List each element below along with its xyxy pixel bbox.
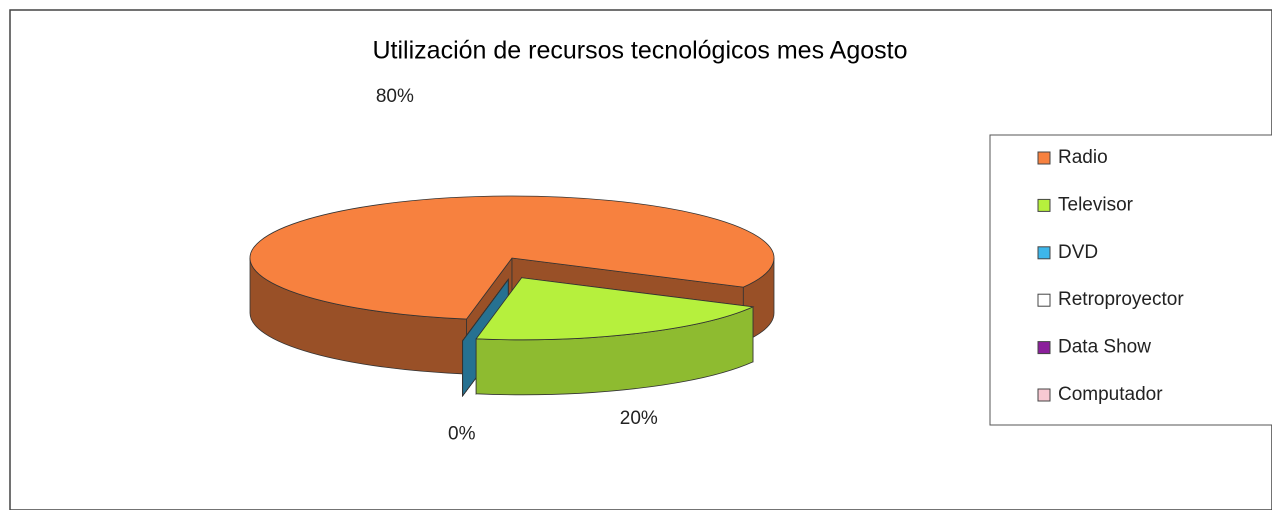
legend-label: Computador: [1058, 384, 1163, 405]
slice: [475, 277, 755, 341]
legend-swatch: [1037, 341, 1051, 355]
legend-label: Data Show: [1058, 337, 1151, 358]
legend-swatch: [1037, 246, 1051, 260]
legend-label: Radio: [1058, 147, 1108, 168]
legend-swatch: [1037, 388, 1051, 402]
legend-box: [989, 134, 1272, 426]
slice: [249, 195, 775, 320]
legend-swatch: [1037, 198, 1051, 212]
data-label: 80%: [376, 86, 414, 107]
legend-label: Retroproyector: [1058, 289, 1184, 310]
data-label: 20%: [620, 408, 658, 429]
legend-swatch: [1037, 293, 1051, 307]
legend-swatch: [1037, 151, 1051, 165]
data-label: 0%: [448, 423, 476, 444]
chart-title: Utilización de recursos tecnológicos mes…: [373, 37, 908, 65]
legend-label: Televisor: [1058, 194, 1134, 215]
legend-label: DVD: [1058, 242, 1098, 263]
